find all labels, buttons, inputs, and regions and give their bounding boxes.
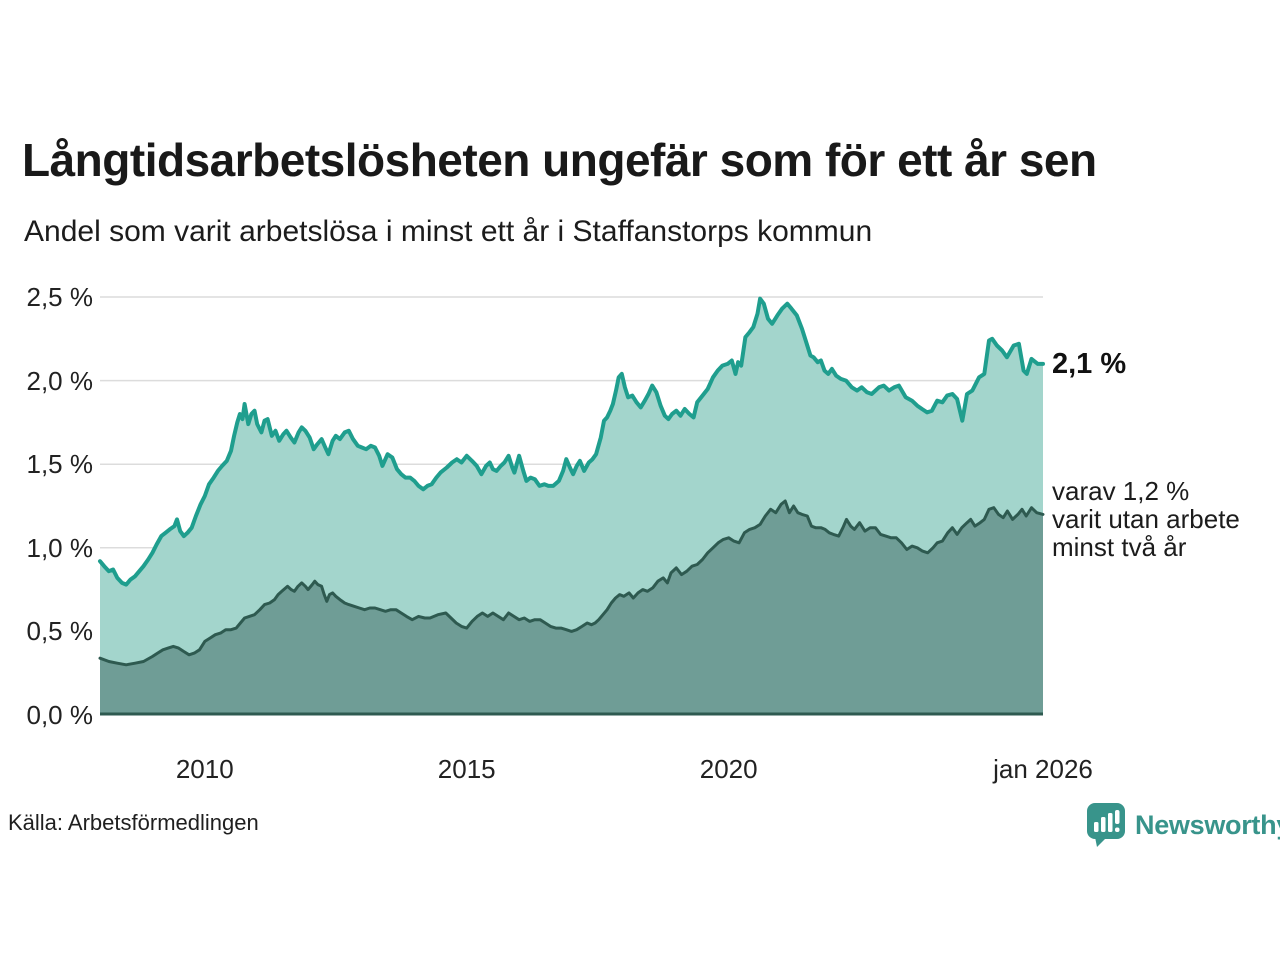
y-tick-label: 2,5 % xyxy=(26,282,94,312)
x-tick-label: jan 2026 xyxy=(993,754,1093,784)
newsworthy-wordmark: Newsworthy xyxy=(1135,809,1280,840)
y-tick-label: 0,0 % xyxy=(26,700,94,730)
source-note: Källa: Arbetsförmedlingen xyxy=(8,810,259,835)
end-label-two-years: varav 1,2 % varit utan arbete minst två … xyxy=(1052,476,1240,562)
y-tick-label: 2,0 % xyxy=(26,365,94,396)
newsworthy-icon xyxy=(1087,803,1125,847)
x-tick-label: 2020 xyxy=(699,754,758,784)
y-tick-label: 0,5 % xyxy=(26,616,94,647)
end-label-one-year: 2,1 % xyxy=(1052,348,1127,380)
chart-subtitle: Andel som varit arbetslösa i minst ett å… xyxy=(24,215,873,248)
x-tick-label: 2010 xyxy=(175,754,234,784)
x-tick-label: 2015 xyxy=(437,754,496,784)
line-unemployed-two-years xyxy=(98,499,1045,667)
chart-title: Långtidsarbetslösheten ungefär som för e… xyxy=(22,134,1097,186)
newsworthy-logo: Newsworthy xyxy=(1086,802,1280,848)
y-tick-label: 1,5 % xyxy=(26,449,94,480)
area-unemployed-two-years xyxy=(100,501,1043,715)
y-tick-label: 1,0 % xyxy=(26,532,94,563)
line-unemployed-one-year xyxy=(98,296,1045,587)
